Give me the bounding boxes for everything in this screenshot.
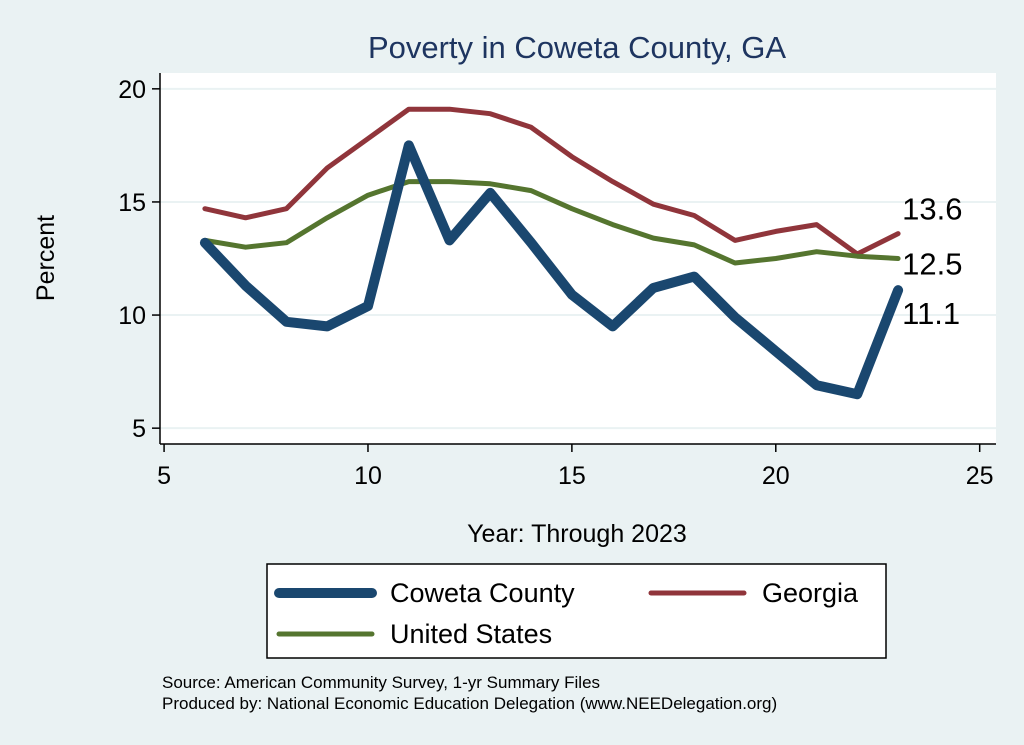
x-tick-label-10: 10: [354, 462, 382, 490]
legend-box: [266, 563, 887, 659]
x-tick-label-20: 20: [762, 462, 790, 490]
y-tick-label-15: 15: [118, 189, 146, 217]
x-tick-label-5: 5: [157, 462, 171, 490]
legend: Coweta County Georgia United States: [274, 578, 859, 649]
end-label-coweta-county: 11.1: [902, 296, 960, 331]
end-label-united-states: 12.5: [902, 247, 962, 282]
x-axis-ticks: 5 10 15 20 25: [157, 444, 994, 490]
chart-title: Poverty in Coweta County, GA: [368, 30, 786, 65]
line-united-states: [202, 179, 901, 266]
y-tick-label-20: 20: [118, 76, 146, 104]
legend-label-united-states: United States: [390, 619, 552, 649]
legend-label-coweta-county: Coweta County: [390, 578, 575, 608]
x-tick-label-15: 15: [558, 462, 586, 490]
axes: [159, 73, 996, 445]
line-georgia: [202, 106, 901, 257]
x-axis-label: Year: Through 2023: [467, 520, 687, 548]
series-lines: [199, 106, 904, 400]
gridlines: [160, 87, 996, 430]
y-tick-label-10: 10: [118, 302, 146, 330]
end-labels: 11.1 13.6 12.5: [902, 192, 962, 332]
producer-note: Produced by: National Economic Education…: [162, 694, 777, 713]
end-label-georgia: 13.6: [902, 192, 962, 227]
legend-label-georgia: Georgia: [762, 578, 859, 608]
line-coweta-county: [199, 140, 904, 400]
y-tick-label-5: 5: [132, 415, 146, 443]
source-note: Source: American Community Survey, 1-yr …: [162, 673, 600, 692]
y-axis-ticks: 5 10 15 20: [118, 76, 160, 443]
x-tick-label-25: 25: [966, 462, 994, 490]
y-axis-label: Percent: [32, 215, 60, 301]
